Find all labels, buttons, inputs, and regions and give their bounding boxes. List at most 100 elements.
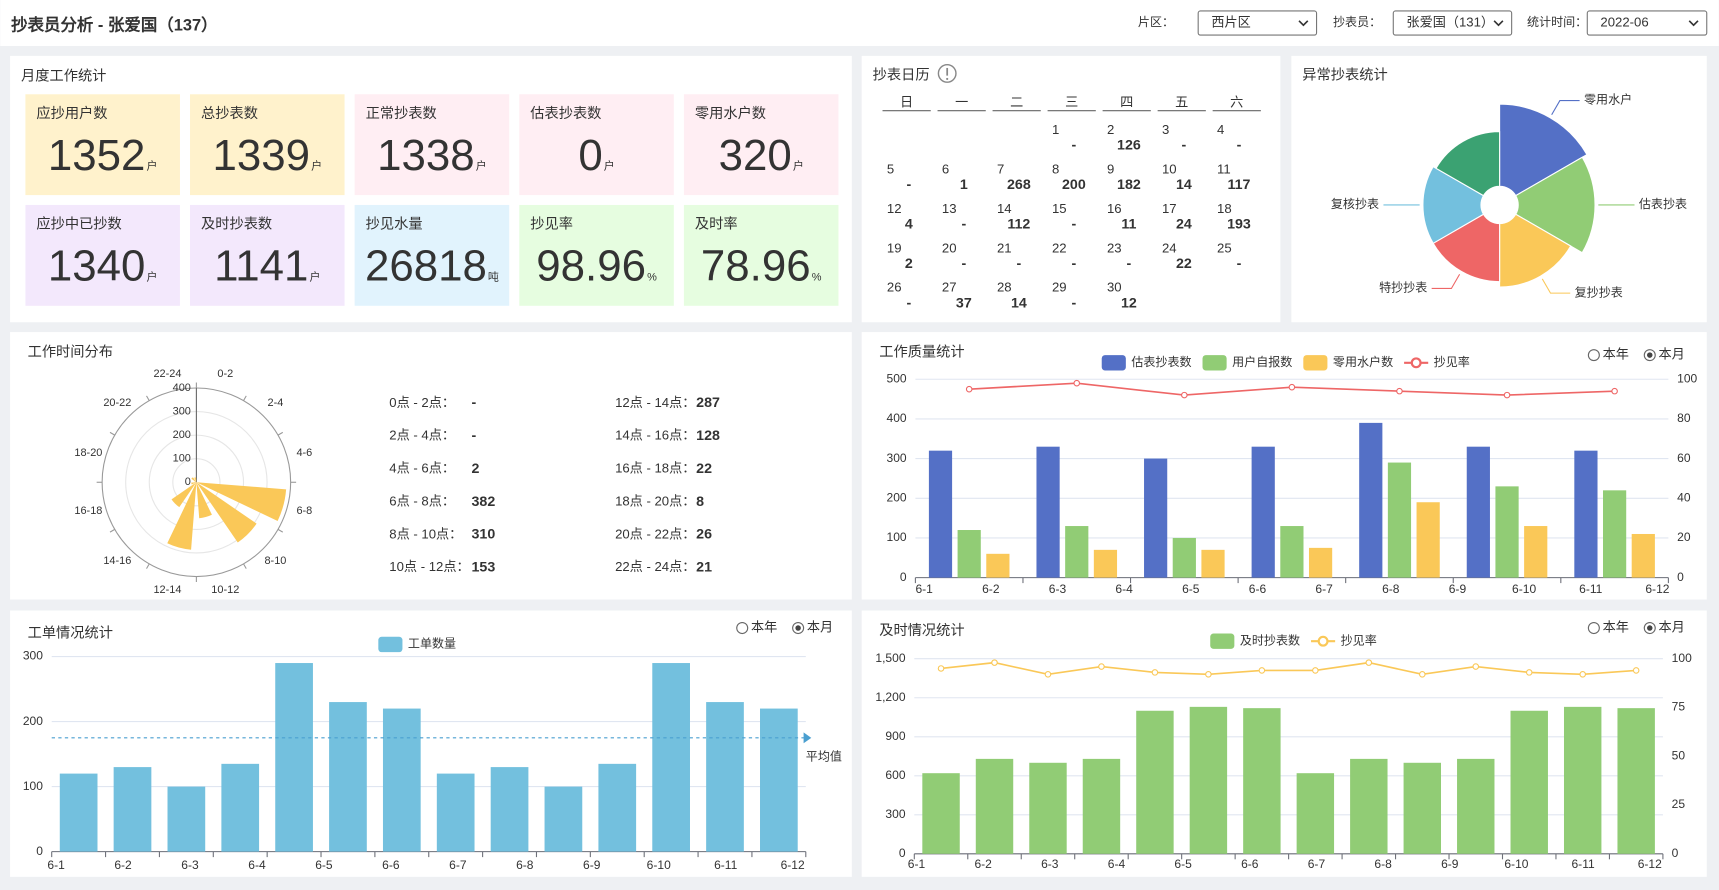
- bar: [1631, 533, 1655, 578]
- day-value: 1: [960, 177, 968, 193]
- time-label: 14点 - 16点：: [615, 428, 695, 443]
- day-number: 2: [1107, 122, 1114, 137]
- bar: [436, 773, 475, 852]
- weekday: 五: [1175, 94, 1188, 109]
- line-point: [1525, 669, 1533, 676]
- day-number: 18: [1217, 201, 1232, 216]
- time-value: 8: [696, 494, 704, 510]
- stat-value: 98.96%: [536, 241, 657, 290]
- day-value: 22: [1176, 256, 1192, 272]
- angle-label: 18-20: [74, 447, 102, 459]
- y-tick-label: 100: [887, 530, 907, 544]
- legend-label: 零用水户数: [1333, 354, 1393, 369]
- radio-option[interactable]: 本月: [792, 620, 834, 635]
- day-value: 4: [905, 216, 913, 232]
- radio-option[interactable]: 本年: [1587, 347, 1629, 362]
- stat-card: [519, 94, 674, 196]
- radio-label: 本年: [1603, 620, 1629, 635]
- stat-card: [25, 204, 180, 306]
- day-number: 1: [1052, 122, 1059, 137]
- stat-number: 0: [578, 130, 602, 179]
- y2-tick-label: 100: [1672, 651, 1692, 665]
- stat-label: 正常抄表数: [366, 105, 437, 122]
- filter-select[interactable]: 2022-06: [1586, 10, 1708, 36]
- stat-value: 320户: [719, 130, 804, 179]
- bar: [1144, 458, 1168, 578]
- select-box: [1197, 10, 1318, 36]
- day-value: -: [1072, 138, 1077, 154]
- day-value: -: [1182, 138, 1187, 154]
- day-number: 28: [997, 280, 1012, 295]
- legend-label: 抄见率: [1434, 354, 1470, 369]
- bar: [1029, 762, 1067, 854]
- bar: [1617, 708, 1655, 854]
- day-value: 12: [1121, 295, 1137, 311]
- radio-option[interactable]: 本月: [1643, 347, 1685, 362]
- time-label: 12点 - 14点：: [615, 395, 695, 410]
- day-number: 21: [997, 240, 1012, 255]
- line-point: [1611, 387, 1618, 395]
- filter-select[interactable]: 张爱国（131）: [1392, 10, 1513, 36]
- line-point: [1288, 383, 1296, 391]
- bar: [1563, 706, 1602, 854]
- day-value: -: [1237, 256, 1242, 272]
- polar-bar: [191, 477, 197, 483]
- x-tick-label: 6-8: [516, 858, 534, 872]
- rose-sector: [1435, 131, 1501, 197]
- day-number: 27: [942, 280, 957, 295]
- bar: [1296, 773, 1335, 854]
- x-tick-label: 6-5: [1174, 857, 1192, 871]
- line-point: [1312, 667, 1319, 674]
- x-tick-label: 6-2: [114, 858, 132, 872]
- x-tick-label: 6-11: [1579, 582, 1603, 596]
- stat-unit: 吨: [488, 270, 499, 283]
- sector-label: 估表抄表: [1639, 197, 1687, 211]
- bar: [1201, 549, 1225, 578]
- radio-circle: [1587, 622, 1600, 635]
- x-tick-label: 6-10: [1504, 857, 1528, 871]
- radio-option[interactable]: 本月: [1643, 620, 1685, 635]
- bar: [957, 530, 981, 578]
- day-value: 182: [1117, 177, 1141, 193]
- legend-swatch: [1210, 633, 1235, 649]
- label-line: [1431, 273, 1461, 290]
- legend-label: 工单数量: [408, 636, 456, 651]
- x-tick-label: 6-3: [1041, 857, 1059, 871]
- angle-tick: [146, 563, 150, 569]
- bar: [1251, 446, 1275, 578]
- stat-number: 1352: [48, 130, 146, 179]
- bar: [490, 767, 529, 852]
- line-point: [1472, 663, 1480, 670]
- day-value: -: [906, 295, 911, 311]
- radio-label: 本月: [1659, 347, 1685, 362]
- select-value: 2022-06: [1600, 14, 1648, 29]
- time-value: 26: [696, 527, 712, 543]
- stat-card: [190, 204, 345, 306]
- stat-value: 1338户: [377, 130, 487, 179]
- day-value: 24: [1176, 216, 1192, 232]
- stat-value: 1141户: [214, 241, 320, 290]
- x-tick-label: 6-10: [647, 858, 671, 872]
- stat-number: 320: [719, 130, 792, 179]
- sector-label: 复核抄表: [1331, 197, 1379, 211]
- time-value: 382: [471, 494, 495, 510]
- stat-label: 应抄中已抄数: [36, 214, 121, 232]
- radio-option[interactable]: 本年: [1587, 620, 1629, 635]
- legend-swatch: [1202, 355, 1227, 371]
- stat-card: [354, 94, 510, 196]
- polar-bar: [196, 482, 287, 522]
- stat-label: 抄见率: [530, 215, 573, 232]
- day-number: 30: [1107, 280, 1122, 295]
- radio-option[interactable]: 本年: [736, 620, 778, 635]
- line-point: [1181, 391, 1188, 399]
- panel-title: 工单情况统计: [28, 624, 113, 641]
- angle-label: 8-10: [264, 555, 286, 567]
- day-number: 26: [887, 280, 902, 295]
- line-point: [991, 659, 998, 666]
- bar: [329, 702, 367, 852]
- time-value: 22: [696, 461, 712, 477]
- filter-select[interactable]: 西片区: [1197, 10, 1318, 36]
- y2-tick-label: 80: [1677, 411, 1691, 425]
- page-title: 抄表员分析 - 张爱国（137）: [11, 16, 217, 35]
